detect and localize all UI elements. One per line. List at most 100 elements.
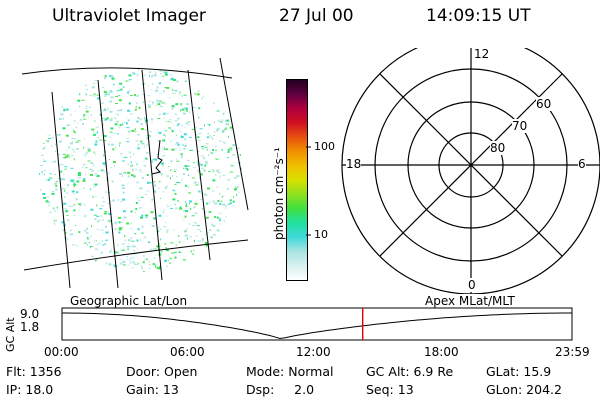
emission-pixel <box>209 175 211 177</box>
emission-pixel <box>135 140 139 142</box>
emission-pixel <box>104 118 107 121</box>
altitude-timeline[interactable] <box>60 306 575 342</box>
emission-pixel <box>207 187 210 190</box>
instrument-title: Ultraviolet Imager <box>52 6 206 26</box>
emission-pixel <box>85 84 88 86</box>
emission-pixel <box>238 191 242 194</box>
auroral-image[interactable] <box>0 40 262 295</box>
emission-pixel <box>156 266 158 269</box>
emission-pixel <box>70 230 72 231</box>
emission-pixel <box>174 120 178 122</box>
emission-pixel <box>193 128 195 130</box>
emission-pixel <box>175 134 177 136</box>
emission-pixel <box>135 202 138 204</box>
emission-pixel <box>195 222 197 224</box>
emission-pixel <box>120 248 121 250</box>
emission-pixel <box>66 149 68 151</box>
emission-pixel <box>237 147 241 149</box>
emission-pixel <box>151 225 155 227</box>
emission-pixel <box>205 146 208 148</box>
emission-pixel <box>198 172 200 173</box>
emission-pixel <box>193 181 197 184</box>
info-seq: Seq: 13 <box>366 382 414 397</box>
emission-pixel <box>76 148 79 150</box>
emission-pixel <box>95 244 99 246</box>
emission-pixel <box>87 149 91 152</box>
emission-pixel <box>63 202 67 205</box>
emission-pixel <box>157 267 161 270</box>
emission-pixel <box>225 120 228 122</box>
emission-pixel <box>197 140 201 142</box>
emission-pixel <box>170 121 172 123</box>
emission-pixel <box>67 156 70 158</box>
emission-pixel <box>111 77 115 80</box>
emission-pixel <box>71 141 73 143</box>
emission-pixel <box>87 115 89 118</box>
emission-pixel <box>167 260 169 262</box>
emission-pixel <box>219 202 222 205</box>
emission-pixel <box>67 219 70 222</box>
info-glat: GLat: 15.9 <box>486 364 552 379</box>
emission-pixel <box>130 161 132 164</box>
emission-pixel <box>172 79 176 81</box>
emission-pixel <box>118 226 120 228</box>
emission-pixel <box>171 252 175 254</box>
emission-pixel <box>71 137 74 140</box>
emission-pixel <box>203 157 206 160</box>
emission-pixel <box>119 109 123 112</box>
emission-pixel <box>213 121 215 124</box>
emission-pixel <box>64 196 65 198</box>
emission-pixel <box>207 132 210 135</box>
emission-pixel <box>62 153 66 155</box>
emission-pixel <box>126 222 130 225</box>
emission-pixel <box>61 187 64 190</box>
emission-pixel <box>162 164 164 167</box>
emission-pixel <box>194 93 196 95</box>
emission-pixel <box>158 181 161 183</box>
emission-pixel <box>136 239 139 242</box>
emission-pixel <box>124 156 128 158</box>
emission-pixel <box>75 198 78 201</box>
emission-pixel <box>73 204 76 206</box>
emission-pixel <box>219 223 222 225</box>
emission-pixel <box>159 245 161 247</box>
emission-pixel <box>180 109 181 112</box>
emission-pixel <box>53 182 57 185</box>
emission-pixel <box>214 131 216 133</box>
emission-pixel <box>174 143 176 146</box>
emission-pixel <box>163 118 165 120</box>
emission-pixel <box>93 95 95 97</box>
emission-pixel <box>198 107 201 110</box>
emission-pixel <box>155 72 157 74</box>
emission-pixel <box>227 203 231 205</box>
emission-pixel <box>175 244 177 246</box>
emission-pixel <box>205 103 207 105</box>
emission-pixel <box>132 169 134 171</box>
emission-pixel <box>85 110 89 113</box>
emission-pixel <box>134 72 135 75</box>
emission-pixel <box>39 172 41 175</box>
time-tick-2: 12:00 <box>296 345 331 359</box>
emission-pixel <box>79 105 81 108</box>
emission-pixel <box>190 250 192 253</box>
emission-pixel <box>118 142 121 144</box>
geographic-label: Geographic Lat/Lon <box>70 294 188 308</box>
emission-pixel <box>237 184 239 186</box>
emission-pixel <box>128 151 132 154</box>
emission-pixel <box>158 131 162 134</box>
emission-pixel <box>208 211 211 213</box>
emission-pixel <box>184 138 186 141</box>
emission-pixel <box>88 241 91 244</box>
emission-pixel <box>195 235 198 237</box>
emission-pixel <box>200 199 202 200</box>
emission-pixel <box>138 169 142 172</box>
emission-pixel <box>149 71 152 73</box>
emission-pixel <box>42 154 44 156</box>
emission-pixel <box>73 185 75 188</box>
emission-pixel <box>120 201 123 203</box>
emission-pixel <box>156 99 159 101</box>
emission-pixel <box>66 154 70 156</box>
emission-pixel <box>210 152 214 154</box>
emission-pixel <box>138 199 142 201</box>
emission-pixel <box>159 93 163 95</box>
